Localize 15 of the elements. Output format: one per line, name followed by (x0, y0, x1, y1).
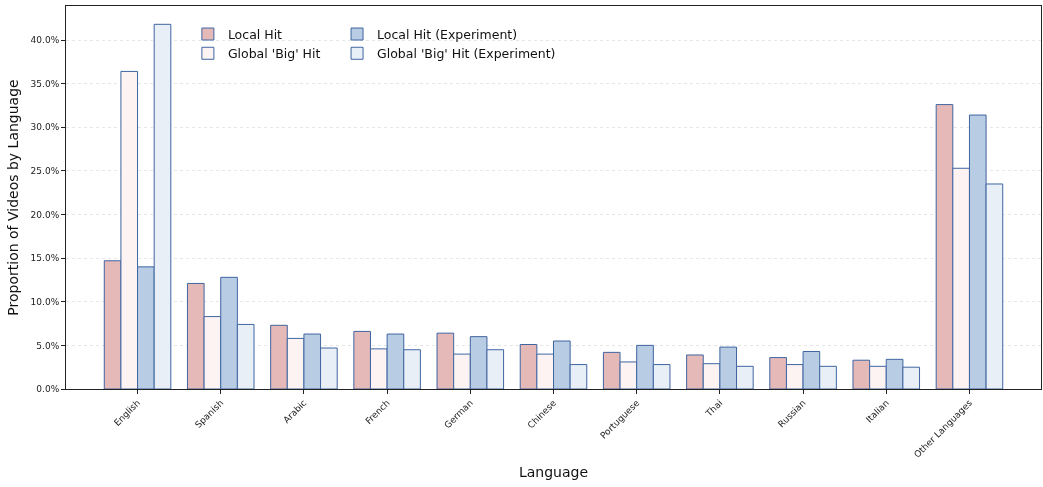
y-tick-label: 30.0% (30, 122, 60, 133)
y-axis-title: Proportion of Videos by Language (5, 79, 22, 316)
x-axis-title: Language (518, 464, 589, 481)
y-tick-label: 25.0% (30, 166, 60, 177)
y-tick-label: 0.0% (36, 384, 60, 395)
y-tick-label: 5.0% (36, 340, 60, 351)
y-tick-label: 15.0% (30, 253, 60, 264)
legend-label: Global 'Big' Hit (Experiment) (377, 46, 556, 62)
y-tick-label: 20.0% (30, 209, 60, 220)
y-tick-label: 40.0% (30, 35, 60, 46)
legend-label: Local Hit (Experiment) (377, 26, 518, 42)
y-tick-label: 35.0% (30, 78, 60, 89)
y-tick-label: 10.0% (30, 296, 60, 307)
legend-label: Local Hit (227, 26, 283, 42)
legend-label: Global 'Big' Hit (227, 46, 321, 62)
